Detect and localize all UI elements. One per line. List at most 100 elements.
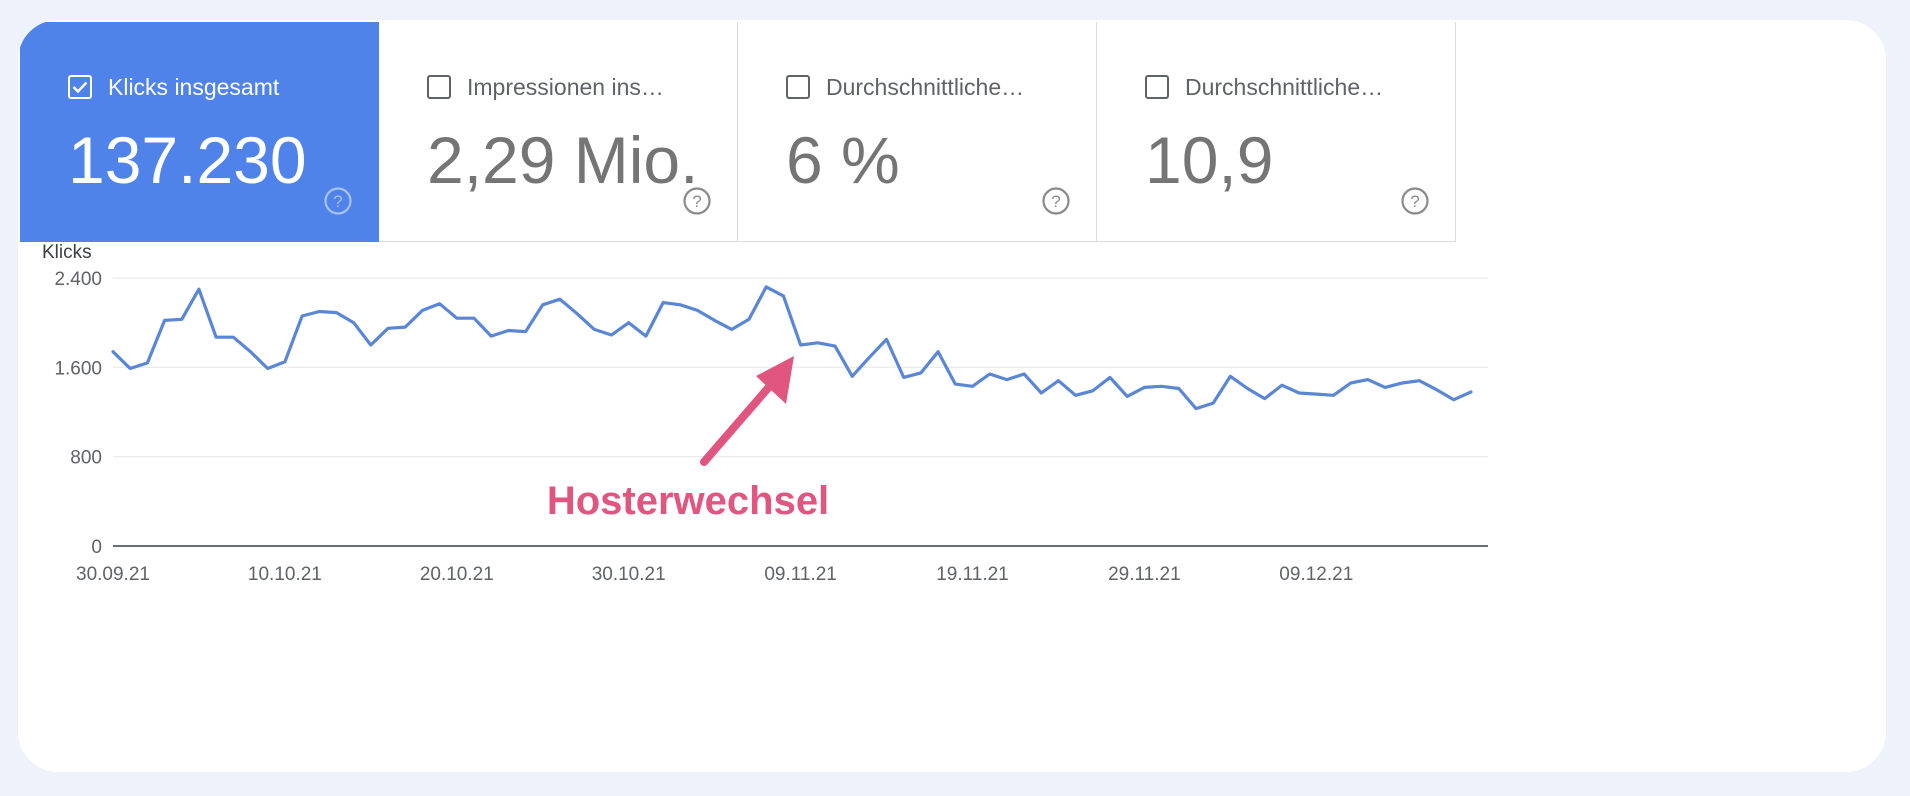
data-point[interactable] — [384, 324, 392, 332]
data-point[interactable] — [951, 380, 959, 388]
data-point[interactable] — [1226, 372, 1234, 380]
data-point[interactable] — [1398, 379, 1406, 387]
data-point[interactable] — [659, 299, 667, 307]
x-tick-label: 09.11.21 — [764, 564, 837, 585]
data-point[interactable] — [1278, 381, 1286, 389]
metric-card-clicks[interactable]: Klicks insgesamt 137.230 ? — [20, 22, 379, 242]
data-point[interactable] — [453, 314, 461, 322]
metric-label: Impressionen ins… — [467, 74, 664, 100]
svg-text:?: ? — [692, 192, 701, 211]
data-point[interactable] — [470, 314, 478, 322]
data-point[interactable] — [934, 348, 942, 356]
data-point[interactable] — [143, 359, 151, 367]
data-point[interactable] — [1209, 399, 1217, 407]
data-point[interactable] — [1192, 405, 1200, 413]
data-point[interactable] — [728, 325, 736, 333]
data-point[interactable] — [298, 312, 306, 320]
data-point[interactable] — [779, 292, 787, 300]
checkbox-icon[interactable] — [68, 75, 92, 99]
data-point[interactable] — [401, 323, 409, 331]
data-point[interactable] — [1433, 386, 1441, 394]
data-point[interactable] — [1072, 391, 1080, 399]
data-point[interactable] — [436, 300, 444, 308]
data-point[interactable] — [848, 372, 856, 380]
data-point[interactable] — [693, 306, 701, 314]
data-point[interactable] — [1261, 395, 1269, 403]
data-point[interactable] — [1381, 383, 1389, 391]
data-point[interactable] — [1415, 377, 1423, 385]
metric-card-ctr[interactable]: Durchschnittliche… 6 % ? — [738, 22, 1097, 242]
data-point[interactable] — [1003, 376, 1011, 384]
data-point[interactable] — [264, 364, 272, 372]
data-point[interactable] — [504, 326, 512, 334]
data-point[interactable] — [745, 315, 753, 323]
help-icon[interactable]: ? — [322, 185, 354, 217]
data-point[interactable] — [1037, 389, 1045, 397]
data-point[interactable] — [1054, 377, 1062, 385]
data-point[interactable] — [883, 335, 891, 343]
data-point[interactable] — [1244, 385, 1252, 393]
metric-card-impressions[interactable]: Impressionen ins… 2,29 Mio. ? — [379, 22, 738, 242]
data-point[interactable] — [178, 315, 186, 323]
data-point[interactable] — [367, 341, 375, 349]
data-point[interactable] — [917, 369, 925, 377]
data-point[interactable] — [1020, 370, 1028, 378]
help-icon[interactable]: ? — [681, 185, 713, 217]
data-point[interactable] — [281, 358, 289, 366]
checkbox-icon[interactable] — [1145, 75, 1169, 99]
data-point[interactable] — [1175, 385, 1183, 393]
data-point[interactable] — [1329, 391, 1337, 399]
data-point[interactable] — [900, 373, 908, 381]
checkbox-icon[interactable] — [427, 75, 451, 99]
data-point[interactable] — [522, 328, 530, 336]
data-point[interactable] — [968, 382, 976, 390]
data-point[interactable] — [556, 295, 564, 303]
data-point[interactable] — [487, 332, 495, 340]
data-point[interactable] — [676, 301, 684, 309]
data-point[interactable] — [711, 316, 719, 324]
data-point[interactable] — [1467, 388, 1475, 396]
data-point[interactable] — [797, 341, 805, 349]
data-point[interactable] — [625, 319, 633, 327]
data-point[interactable] — [332, 309, 340, 317]
y-tick-label: 2.400 — [54, 269, 102, 290]
data-point[interactable] — [161, 316, 169, 324]
help-icon[interactable]: ? — [1399, 185, 1431, 217]
data-point[interactable] — [1140, 383, 1148, 391]
data-point[interactable] — [1089, 387, 1097, 395]
data-point[interactable] — [212, 333, 220, 341]
svg-text:?: ? — [1051, 192, 1060, 211]
data-point[interactable] — [1123, 392, 1131, 400]
data-point[interactable] — [642, 332, 650, 340]
data-point[interactable] — [1158, 382, 1166, 390]
data-point[interactable] — [1347, 379, 1355, 387]
metric-value: 6 % — [786, 123, 900, 197]
metric-value: 10,9 — [1145, 123, 1274, 197]
data-point[interactable] — [109, 348, 117, 356]
data-point[interactable] — [229, 333, 237, 341]
data-point[interactable] — [762, 283, 770, 291]
data-point[interactable] — [1106, 373, 1114, 381]
data-point[interactable] — [986, 370, 994, 378]
data-point[interactable] — [247, 348, 255, 356]
annotation-label: Hosterwechsel — [547, 479, 829, 523]
data-point[interactable] — [539, 301, 547, 309]
help-icon[interactable]: ? — [1040, 185, 1072, 217]
data-point[interactable] — [573, 310, 581, 318]
data-point[interactable] — [590, 325, 598, 333]
data-point[interactable] — [1312, 390, 1320, 398]
metric-card-position[interactable]: Durchschnittliche… 10,9 ? — [1097, 22, 1456, 242]
data-point[interactable] — [418, 306, 426, 314]
data-point[interactable] — [814, 339, 822, 347]
data-point[interactable] — [126, 364, 134, 372]
data-point[interactable] — [865, 353, 873, 361]
data-point[interactable] — [1295, 389, 1303, 397]
data-point[interactable] — [608, 331, 616, 339]
data-point[interactable] — [315, 308, 323, 316]
checkbox-icon[interactable] — [786, 75, 810, 99]
data-point[interactable] — [195, 285, 203, 293]
data-point[interactable] — [831, 342, 839, 350]
data-point[interactable] — [1364, 376, 1372, 384]
data-point[interactable] — [350, 319, 358, 327]
data-point[interactable] — [1450, 396, 1458, 404]
